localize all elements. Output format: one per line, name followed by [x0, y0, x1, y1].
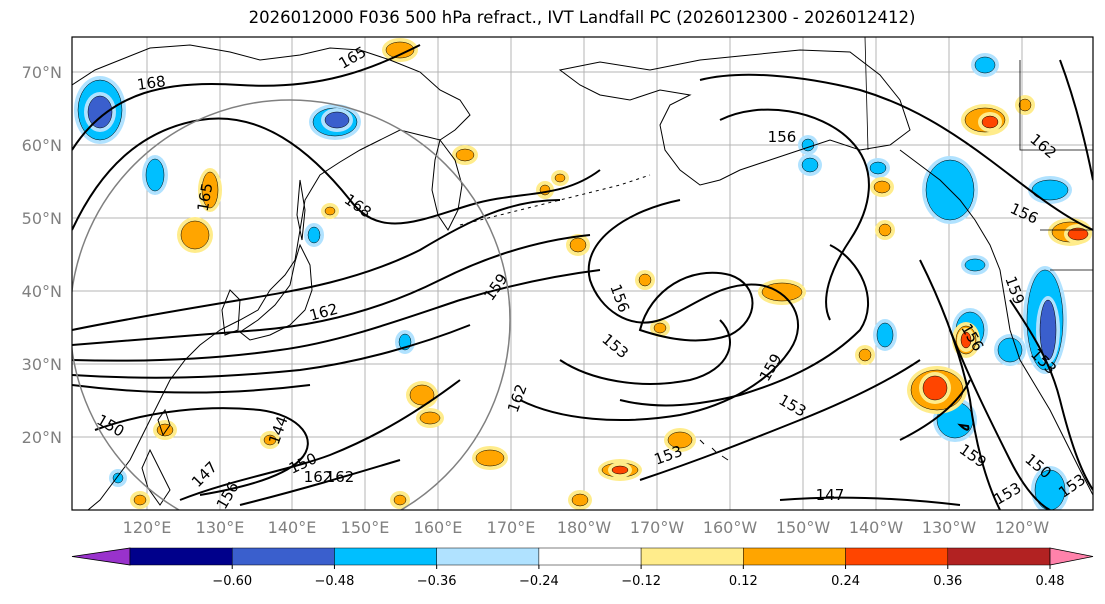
shading-blob	[1067, 227, 1089, 241]
shading-blob	[409, 384, 435, 406]
shading-blob	[878, 223, 892, 237]
map-frame	[71, 36, 1094, 511]
colorbar-tick-label: −0.12	[621, 574, 661, 589]
latitude-label: 50°N	[22, 209, 62, 228]
shading-blob	[419, 411, 441, 425]
longitude-label: 150°E	[341, 518, 390, 537]
colorbar-ticks: −0.60 −0.48 −0.36 −0.24 −0.12 0.12 0.24 0.36 0.4…	[212, 565, 1065, 589]
colorbar-tick-label: −0.48	[315, 574, 355, 589]
colorbar-tick-label: 0.36	[933, 574, 962, 589]
contour-label: 162	[304, 468, 333, 486]
shading-blob	[307, 226, 321, 244]
longitude-label: 170°E	[487, 518, 536, 537]
colorbar-segment	[947, 547, 1051, 566]
contour-label: 168	[136, 72, 167, 94]
longitude-label: 130°W	[922, 518, 977, 537]
shading-blob	[1039, 299, 1057, 361]
latitude-label: 60°N	[22, 136, 62, 155]
shading-blob	[112, 472, 124, 484]
colorbar-segment	[334, 547, 437, 566]
shading-blob	[455, 148, 475, 162]
latitude-label: 20°N	[22, 428, 62, 447]
colorbar-segment	[231, 547, 335, 566]
colorbar-segment	[129, 547, 233, 566]
shading-blob	[1034, 469, 1066, 510]
shading-blob	[873, 180, 891, 194]
region-circle	[72, 99, 511, 510]
colorbar-segment	[845, 547, 949, 566]
shading-blob	[87, 95, 113, 129]
shading-blob	[653, 322, 667, 334]
shading-blob	[133, 494, 147, 506]
longitude-label: 140°W	[849, 518, 904, 537]
shading-blob	[569, 237, 587, 253]
shading-blob	[201, 171, 219, 209]
longitude-label: 120°E	[123, 518, 172, 537]
shading-blob	[145, 158, 165, 192]
contour-label: 147	[816, 486, 845, 504]
refractivity-contours	[72, 44, 1093, 510]
ivt-shading	[74, 38, 1092, 510]
shading-blob	[638, 273, 652, 287]
longitude-label: 120°W	[995, 518, 1050, 537]
shading-blob	[997, 337, 1023, 363]
latitude-label: 30°N	[22, 355, 62, 374]
shading-blob	[385, 41, 415, 59]
colorbar-tick-label: −0.36	[417, 574, 457, 589]
shading-blob	[964, 258, 986, 272]
longitude-label: 180°W	[557, 518, 612, 537]
contour-label: 162	[326, 468, 355, 486]
shading-blob	[156, 423, 174, 437]
shading-blob	[554, 173, 566, 183]
shading-blob	[922, 375, 948, 401]
latitude-label: 40°N	[22, 282, 62, 301]
map-area[interactable]	[72, 37, 1093, 510]
longitude-label: 140°E	[268, 518, 317, 537]
shading-blob	[960, 331, 972, 349]
colorbar-tick-label: −0.60	[212, 574, 252, 589]
shading-blob	[393, 494, 407, 506]
longitude-label: 170°W	[630, 518, 685, 537]
shading-blob	[475, 449, 505, 467]
shading-blob	[1031, 179, 1069, 201]
shading-blob	[761, 282, 803, 302]
shading-blob	[324, 111, 350, 129]
shading-blob	[180, 220, 210, 250]
coastlines	[72, 37, 1093, 510]
contour-label: 165	[194, 181, 217, 212]
map-title: 2026012000 F036 500 hPa refract., IVT La…	[248, 8, 916, 27]
shading-blob	[667, 431, 693, 449]
shading-blob	[571, 493, 589, 507]
colorbar-tick-label: −0.24	[519, 574, 559, 589]
shading-blob	[974, 56, 996, 74]
shading-blob	[876, 322, 894, 348]
colorbar-tick-label: 0.24	[831, 574, 860, 589]
latitude-label: 70°N	[22, 63, 62, 82]
colorbar-tick-label: 0.12	[729, 574, 758, 589]
longitude-label: 130°E	[196, 518, 245, 537]
longitude-label: 150°W	[776, 518, 831, 537]
contour-label: 156	[768, 128, 797, 146]
colorbar-segment	[640, 547, 744, 566]
shading-blob	[858, 348, 872, 362]
shading-blob	[263, 434, 277, 446]
shading-blob	[801, 157, 819, 173]
colorbar-segment	[538, 547, 642, 566]
shading-blob	[869, 161, 887, 175]
colorbar-segment	[71, 547, 131, 566]
shading-blob	[611, 465, 629, 475]
latitude-labels: 70°N 60°N 50°N 40°N 30°N 20°N	[22, 63, 62, 447]
shading-blob	[1018, 98, 1032, 112]
longitude-label: 160°W	[703, 518, 758, 537]
colorbar-segment	[1049, 547, 1094, 566]
longitude-labels: 120°E 130°E 140°E 150°E 160°E 170°E 180°W 170°W…	[123, 518, 1050, 537]
longitude-label: 160°E	[414, 518, 463, 537]
shading-blob	[981, 115, 999, 129]
colorbar-tick-label: 0.48	[1036, 574, 1065, 589]
colorbar	[71, 547, 1094, 566]
shading-blob	[324, 206, 336, 216]
colorbar-segment	[743, 547, 846, 566]
colorbar-segment	[436, 547, 540, 566]
